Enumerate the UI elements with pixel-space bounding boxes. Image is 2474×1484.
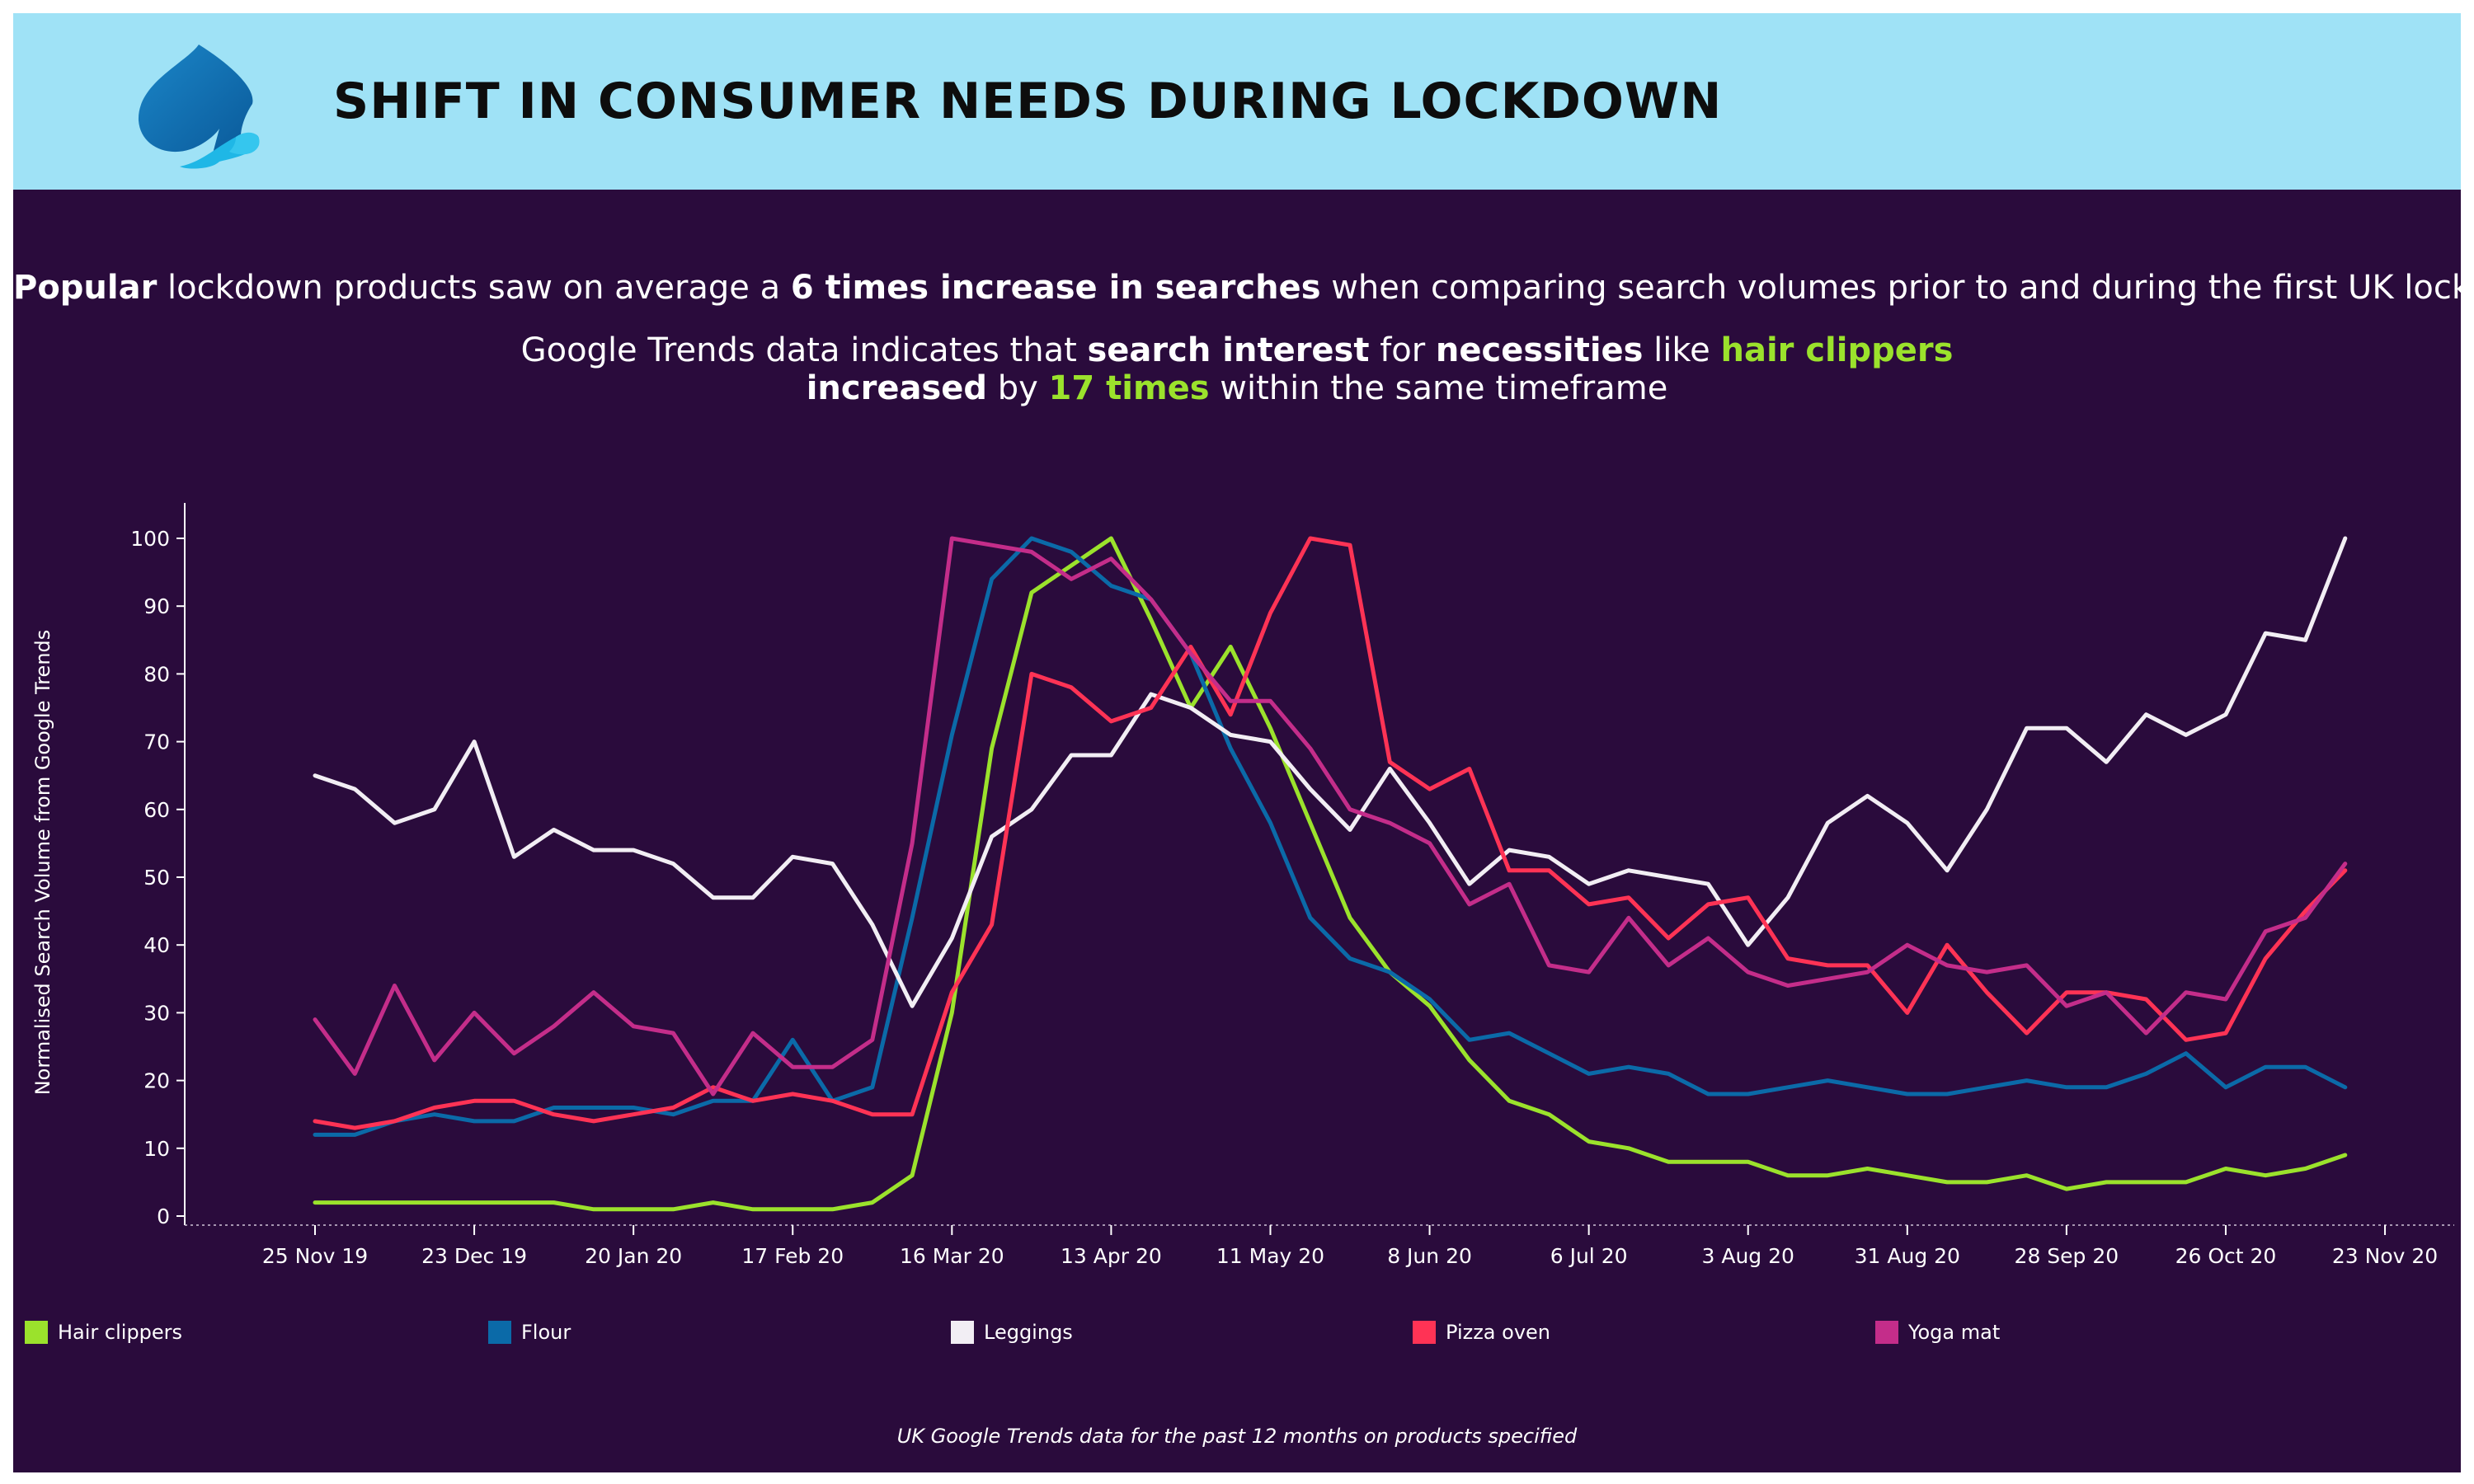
- x-tick-label: 11 May 20: [1216, 1244, 1324, 1268]
- subtitle-text: by: [987, 369, 1049, 407]
- legend-item-flour[interactable]: Flour: [488, 1321, 571, 1344]
- y-tick-label: 30: [143, 1001, 170, 1025]
- series-line-hair-clippers: [313, 536, 2348, 1212]
- page-title: SHIFT IN CONSUMER NEEDS DURING LOCKDOWN: [333, 73, 1723, 130]
- x-tick-label: 3 Aug 20: [1702, 1244, 1794, 1268]
- legend-swatch: [488, 1321, 511, 1344]
- subtitle-bold-text: 6 times increase in searches: [790, 269, 1321, 307]
- x-tick-label: 16 Mar 20: [900, 1244, 1004, 1268]
- subtitle-line-1: Popular lockdown products saw on average…: [13, 269, 2474, 307]
- subtitle-bold-text: increased: [806, 369, 988, 407]
- legend-label: Pizza oven: [1446, 1321, 1551, 1344]
- subtitle-text: Google Trends data indicates that: [520, 331, 1088, 369]
- y-tick-label: 0: [157, 1205, 170, 1228]
- y-tick-label: 100: [130, 527, 170, 551]
- legend-swatch: [1413, 1321, 1436, 1344]
- legend-item-yoga-mat[interactable]: Yoga mat: [1875, 1321, 2000, 1344]
- x-tick-label: 6 Jul 20: [1550, 1244, 1628, 1268]
- subtitle-line-3: increased by 17 times within the same ti…: [13, 369, 2461, 407]
- legend-item-pizza-oven[interactable]: Pizza oven: [1413, 1321, 1550, 1344]
- subtitle-bold-text: Popular: [13, 269, 158, 307]
- footnote: UK Google Trends data for the past 12 mo…: [896, 1425, 1578, 1448]
- x-tick-label: 31 Aug 20: [1855, 1244, 1960, 1268]
- spade-logo-icon: [138, 45, 260, 169]
- legend-swatch: [951, 1321, 974, 1344]
- y-axis-label: Normalised Search Volume from Google Tre…: [31, 630, 54, 1096]
- legend-label: Hair clippers: [58, 1321, 183, 1344]
- subtitle-text: within the same timeframe: [1209, 369, 1668, 407]
- x-tick-label: 17 Feb 20: [741, 1244, 844, 1268]
- y-tick-label: 20: [143, 1069, 170, 1093]
- y-tick-label: 50: [143, 866, 170, 890]
- legend-item-leggings[interactable]: Leggings: [951, 1321, 1073, 1344]
- x-tick-label: 8 Jun 20: [1387, 1244, 1472, 1268]
- x-tick-label: 23 Nov 20: [2332, 1244, 2438, 1268]
- y-tick-label: 10: [143, 1137, 170, 1161]
- x-tick-label: 25 Nov 19: [262, 1244, 368, 1268]
- legend-item-hair-clippers[interactable]: Hair clippers: [25, 1321, 182, 1344]
- legend-label: Leggings: [984, 1321, 1073, 1344]
- legend-label: Flour: [521, 1321, 571, 1344]
- series-line-pizza-oven: [313, 536, 2348, 1130]
- chart-frame: SHIFT IN CONSUMER NEEDS DURING LOCKDOWN …: [13, 13, 2474, 1472]
- subtitle-text: for: [1369, 331, 1436, 369]
- y-tick-label: 40: [143, 933, 170, 957]
- series-line-yoga-mat: [313, 536, 2348, 1097]
- legend-swatch: [1875, 1321, 1898, 1344]
- subtitle-highlight-text: 17 times: [1048, 369, 1210, 407]
- series-line-flour: [313, 536, 2348, 1137]
- header-banner: SHIFT IN CONSUMER NEEDS DURING LOCKDOWN: [13, 13, 2461, 190]
- subtitle-bold-text: necessities: [1435, 331, 1644, 369]
- subtitle-highlight-text: hair clippers: [1720, 331, 1954, 369]
- x-tick-label: 23 Dec 19: [421, 1244, 527, 1268]
- subtitle-bold-text: search interest: [1087, 331, 1370, 369]
- x-tick-label: 28 Sep 20: [2015, 1244, 2119, 1268]
- subtitle-text: lockdown products saw on average a: [157, 269, 791, 307]
- x-tick-label: 26 Oct 20: [2175, 1244, 2277, 1268]
- x-tick-label: 20 Jan 20: [585, 1244, 682, 1268]
- series-line-leggings: [313, 536, 2348, 1008]
- y-tick-label: 60: [143, 798, 170, 822]
- line-chart: 0 10 20 30 40 50 60 70 80 90 100 25 Nov 19 23 Dec 19…: [31, 503, 2454, 1268]
- subtitle-text: like: [1643, 331, 1721, 369]
- subtitle-line-2: Google Trends data indicates that search…: [13, 331, 2461, 369]
- legend-swatch: [25, 1321, 48, 1344]
- subtitle-text: when comparing search volumes prior to a…: [1320, 269, 2474, 307]
- x-tick-label: 13 Apr 20: [1061, 1244, 1162, 1268]
- y-tick-label: 90: [143, 594, 170, 618]
- y-tick-label: 80: [143, 662, 170, 686]
- legend-label: Yoga mat: [1908, 1321, 2001, 1344]
- y-tick-label: 70: [143, 730, 170, 754]
